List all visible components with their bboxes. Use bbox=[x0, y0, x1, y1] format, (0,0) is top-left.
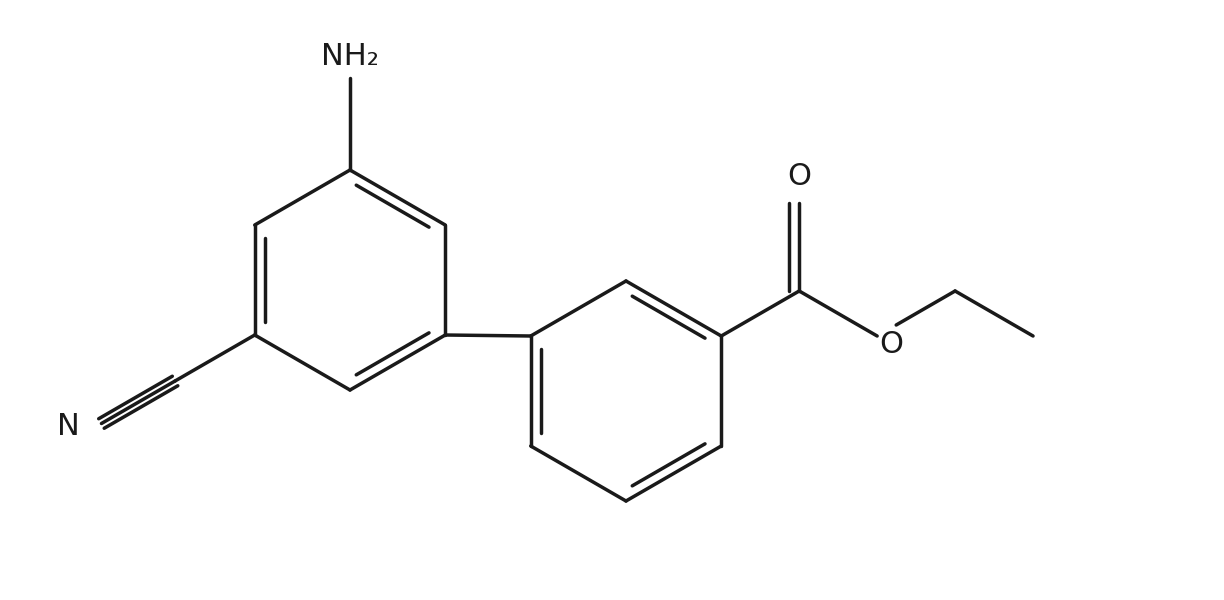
Text: O: O bbox=[787, 162, 812, 191]
Text: N: N bbox=[56, 412, 80, 441]
Text: NH₂: NH₂ bbox=[321, 42, 379, 71]
Text: O: O bbox=[879, 329, 903, 359]
